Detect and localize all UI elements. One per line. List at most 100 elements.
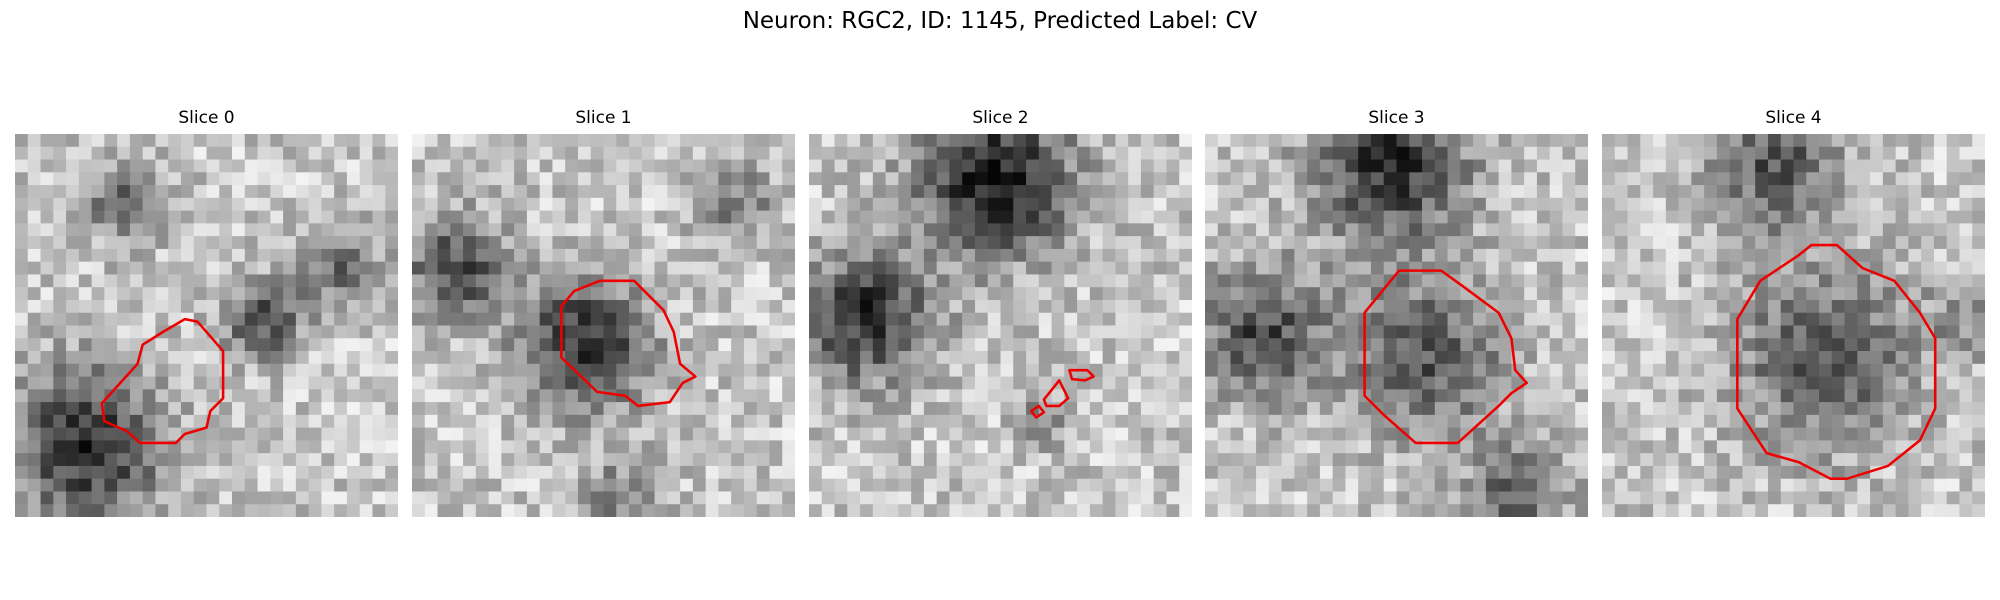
pixel [756,338,771,352]
pixel [526,440,541,454]
pixel [1140,159,1155,173]
pixel [1678,299,1693,314]
pixel [680,389,694,403]
pixel [1959,402,1973,416]
pixel [1345,491,1359,505]
pixel [1230,427,1244,442]
pixel [385,338,398,352]
pixel [463,236,477,250]
pixel [180,299,195,314]
pixel [1704,312,1718,327]
pixel [552,389,566,403]
pixel [1166,376,1180,390]
pixel [603,402,617,416]
pixel [437,402,451,416]
pixel [1665,453,1680,467]
pixel [962,274,976,288]
pixel [1243,261,1257,276]
pixel [283,159,297,173]
pixel [756,427,771,442]
pixel [1653,248,1667,263]
pixel [308,363,323,378]
pixel [1089,312,1104,327]
pixel [1307,172,1321,186]
pixel [334,197,348,212]
pixel [1536,197,1551,212]
pixel [641,185,656,199]
pixel [1614,236,1629,250]
pixel [104,248,118,263]
pixel [1383,172,1398,186]
pixel [526,299,541,314]
pixel [1013,134,1027,148]
pixel [1857,197,1871,212]
pixel [1383,159,1398,173]
pixel [1524,159,1538,173]
pixel [1793,389,1807,403]
pixel [1678,146,1693,161]
pixel [705,504,720,517]
pixel [1653,172,1667,186]
pixel [334,414,348,429]
pixel [283,223,297,237]
pixel [692,197,707,212]
pixel [1959,185,1973,199]
pixel [847,146,861,161]
pixel [1602,134,1616,148]
pixel [1946,210,1961,225]
pixel [1959,440,1973,454]
pixel [1115,389,1129,403]
pixel [1345,414,1359,429]
pixel [974,440,989,454]
pixel [180,185,195,199]
pixel [590,210,605,225]
pixel [219,427,233,442]
pixel [1959,223,1973,237]
pixel [1358,440,1372,454]
pixel [911,248,925,263]
pixel [180,402,195,416]
pixel [1498,427,1513,442]
pixel [1294,389,1308,403]
pixel [257,427,271,442]
pixel [15,134,29,148]
pixel [1319,504,1334,517]
pixel [756,134,771,148]
pixel [1153,236,1168,250]
pixel [1716,185,1731,199]
pixel [1602,414,1616,429]
pixel [1819,440,1833,454]
pixel [1908,261,1922,276]
pixel [654,312,668,327]
pixel [577,325,592,339]
pixel [1882,287,1897,301]
pixel [104,478,118,493]
pixel [1524,210,1538,225]
pixel [1678,465,1693,480]
pixel [270,427,284,442]
pixel [680,414,694,429]
pixel [1268,453,1283,467]
pixel [129,491,144,505]
pixel [847,312,861,327]
pixel [193,223,208,237]
pixel [53,440,67,454]
pixel [718,363,732,378]
pixel [1153,389,1168,403]
pixel [219,414,233,429]
pixel [718,491,732,505]
pixel [692,414,707,429]
pixel [718,453,732,467]
pixel [590,261,605,276]
pixel [270,504,284,517]
pixel [1524,478,1538,493]
pixel [1665,236,1680,250]
pixel [1882,389,1897,403]
pixel [193,376,208,390]
pixel [1268,134,1283,148]
pixel [1908,274,1922,288]
pixel [731,440,745,454]
pixel [1396,197,1410,212]
pixel [987,172,1002,186]
